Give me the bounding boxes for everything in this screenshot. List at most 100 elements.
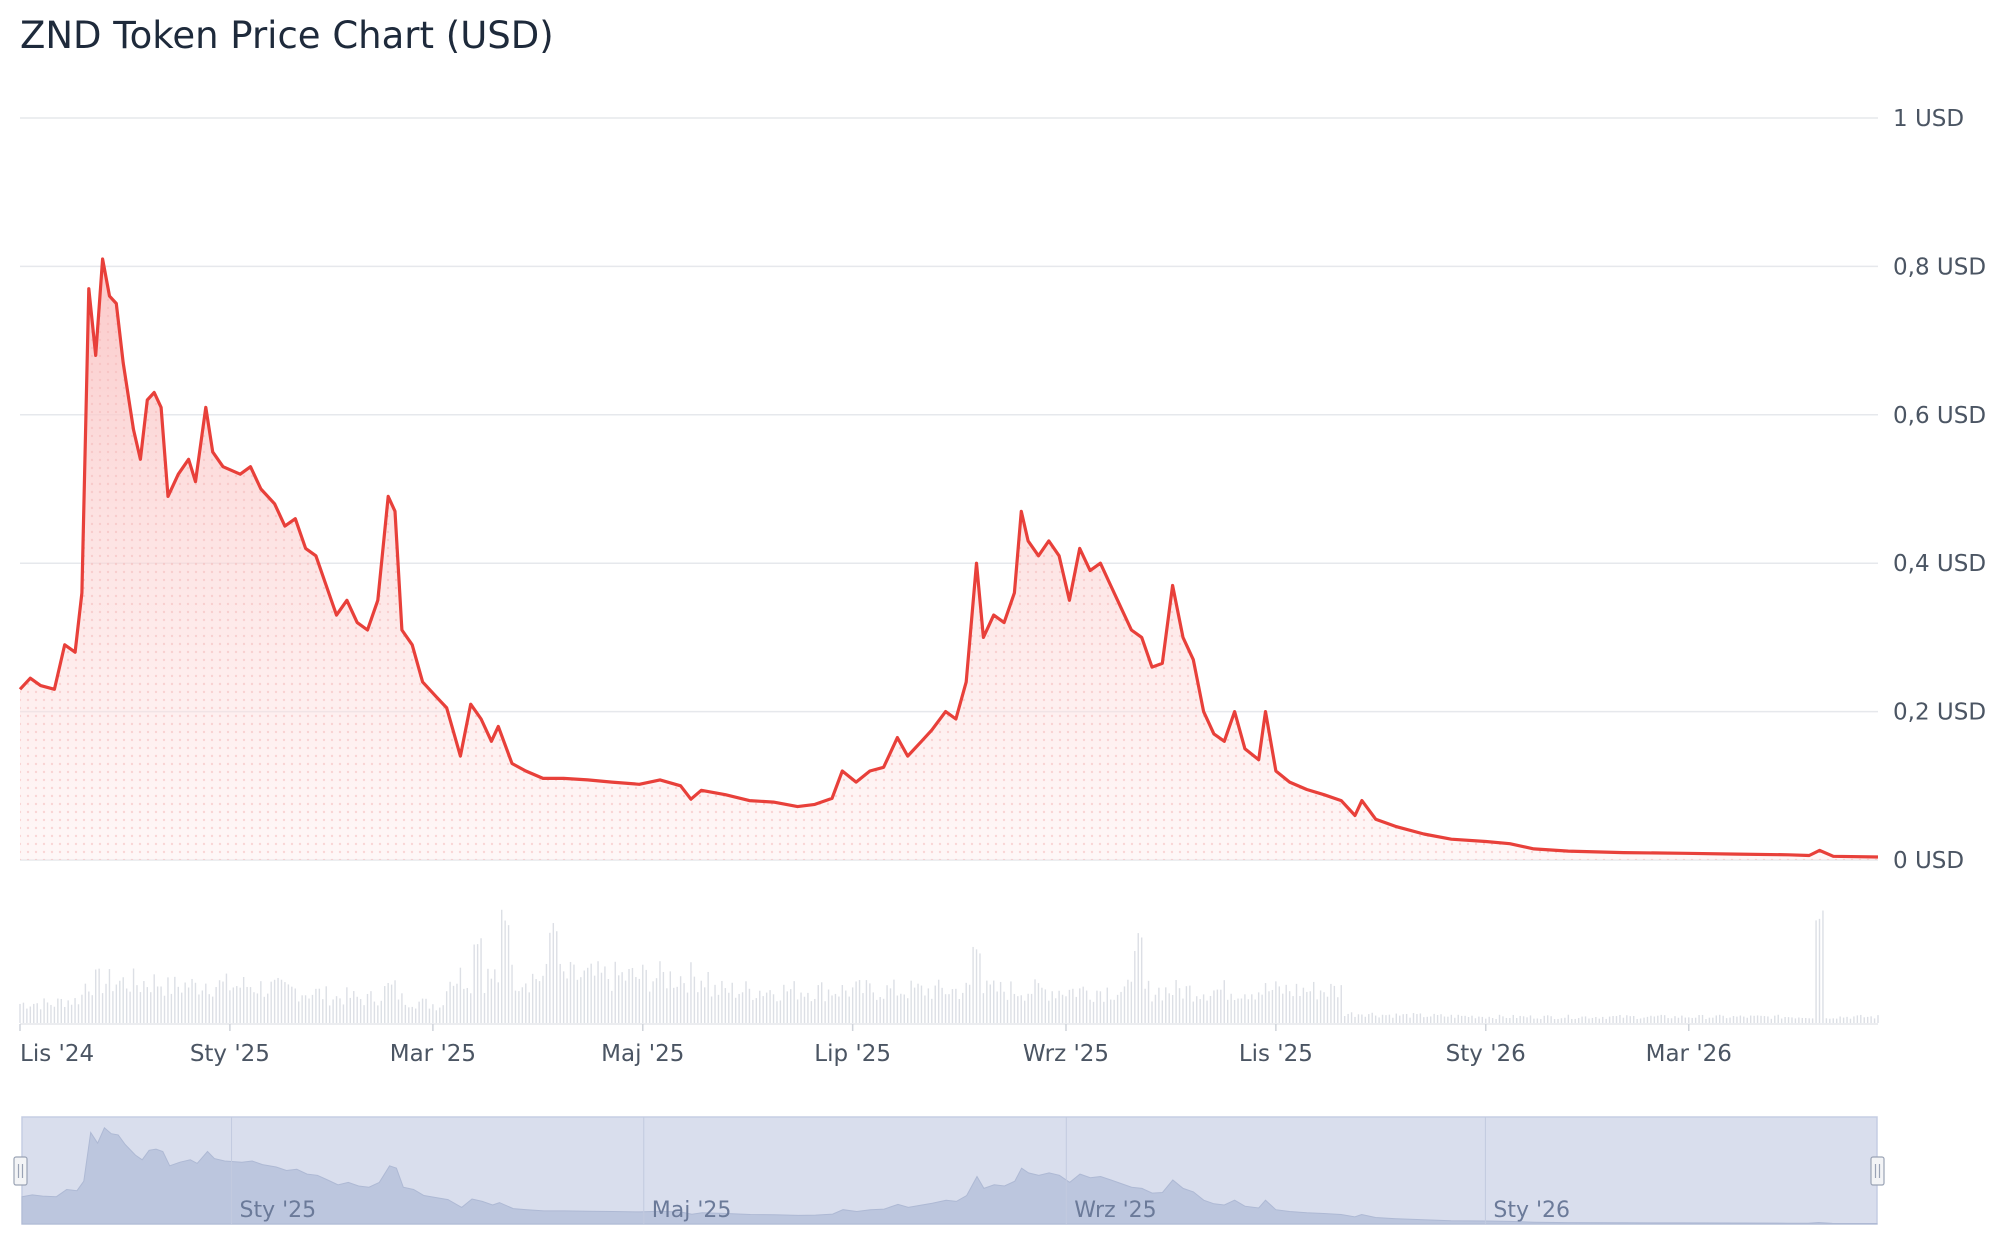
volume-bar [1701,1014,1704,1023]
volume-bar [652,981,654,1023]
volume-bar [569,961,572,1023]
volume-bar [1646,1016,1649,1023]
volume-bar [160,986,162,1023]
volume-bar [748,988,751,1023]
navigator-handle-left[interactable] [13,1156,28,1186]
volume-bar [907,998,909,1023]
volume-bar [432,1004,434,1023]
volume-bar [820,982,823,1023]
volume-bar [1598,1018,1600,1023]
volume-bar [170,993,173,1023]
volume-bar [734,997,737,1023]
volume-bar [1784,1017,1786,1023]
volume-bar [1178,988,1181,1023]
volume-bar [549,932,551,1023]
volume-bar [889,988,892,1023]
volume-bar [1588,1018,1590,1023]
volume-bar [181,992,183,1023]
volume-bar [573,964,575,1023]
volume-bar [315,988,317,1023]
volume-bar [1546,1015,1549,1023]
volume-bar [177,986,179,1023]
volume-bar [167,977,169,1023]
volume-bar [328,1005,331,1023]
volume-bar [301,995,303,1023]
volume-bar [1749,1015,1752,1023]
volume-bar [1743,1016,1745,1023]
volume-bar [986,980,988,1023]
volume-bar [1474,1018,1477,1023]
volume-bar [414,1008,417,1023]
volume-bar [1536,1018,1539,1023]
volume-bar [404,1004,407,1023]
volume-bar [1605,1018,1607,1023]
volume-bar [1189,985,1191,1023]
volume-bar [1650,1015,1652,1023]
volume-bar [373,1001,376,1023]
volume-bar [1653,1016,1656,1023]
volume-bar [1419,1013,1422,1023]
navigator[interactable]: Sty '25 Maj '25 Wrz '25 Sty '26 [13,1116,1885,1225]
volume-bar [1309,991,1311,1023]
plot-area[interactable] [18,257,1879,860]
volume-bar [153,974,155,1023]
volume-bar [1860,1014,1862,1023]
volume-bar [1526,1017,1528,1023]
volume-bar [156,986,159,1023]
volume-bar [803,996,806,1023]
navigator-tick-label: Wrz '25 [1074,1198,1156,1223]
volume-bar [449,981,451,1023]
volume-bar [1158,987,1160,1023]
volume-bar [562,971,565,1023]
volume-bar [1478,1016,1480,1023]
volume-bar [1485,1018,1487,1023]
volume-bar [552,923,555,1023]
volume-bar [920,985,923,1023]
volume-bar [1374,1015,1377,1023]
volume-bar [1116,994,1119,1023]
x-tick-label: Lip '25 [814,1041,891,1067]
volume-bar [1110,999,1112,1023]
volume-bar [1130,981,1133,1023]
volume-bar [84,983,87,1023]
volume-bar [1767,1016,1769,1023]
volume-bar [1051,991,1053,1023]
volume-bar [1705,1019,1707,1023]
volume-bar [1423,1017,1425,1023]
volume-bar [507,925,510,1023]
volume-bar [693,976,696,1023]
volume-bar [972,946,974,1023]
volume-bar [280,979,283,1023]
price-line[interactable] [18,257,1879,859]
volume-bar [1584,1016,1587,1023]
volume-bar [353,991,355,1023]
volume-bar [593,975,596,1023]
volume-bar [993,980,995,1023]
volume-bar [1560,1018,1563,1023]
volume-bar [380,1000,382,1023]
volume-bar [1292,996,1294,1023]
volume-bar [119,980,121,1023]
volume-bar [1564,1017,1566,1023]
volume-bar [64,1006,66,1023]
volume-bar [201,990,204,1023]
volume-bar [1326,996,1329,1023]
volume-bar [1849,1018,1852,1023]
volume-bar [810,1001,813,1023]
volume-bar [662,971,665,1023]
volume-bar [824,1001,826,1023]
volume-bar [1282,993,1284,1023]
volume-bar [659,961,661,1023]
navigator-handle-right[interactable] [1870,1156,1885,1186]
volume-bar [287,984,290,1023]
volume-bar [150,992,152,1023]
volume-bar [841,985,844,1023]
volume-bar [1471,1015,1473,1023]
volume-bar [294,988,296,1023]
volume-bar [1746,1017,1748,1023]
volume-bar [470,993,472,1023]
volume-bar [1440,1014,1442,1023]
volume-bar [738,993,740,1023]
volume-bar [132,968,135,1023]
